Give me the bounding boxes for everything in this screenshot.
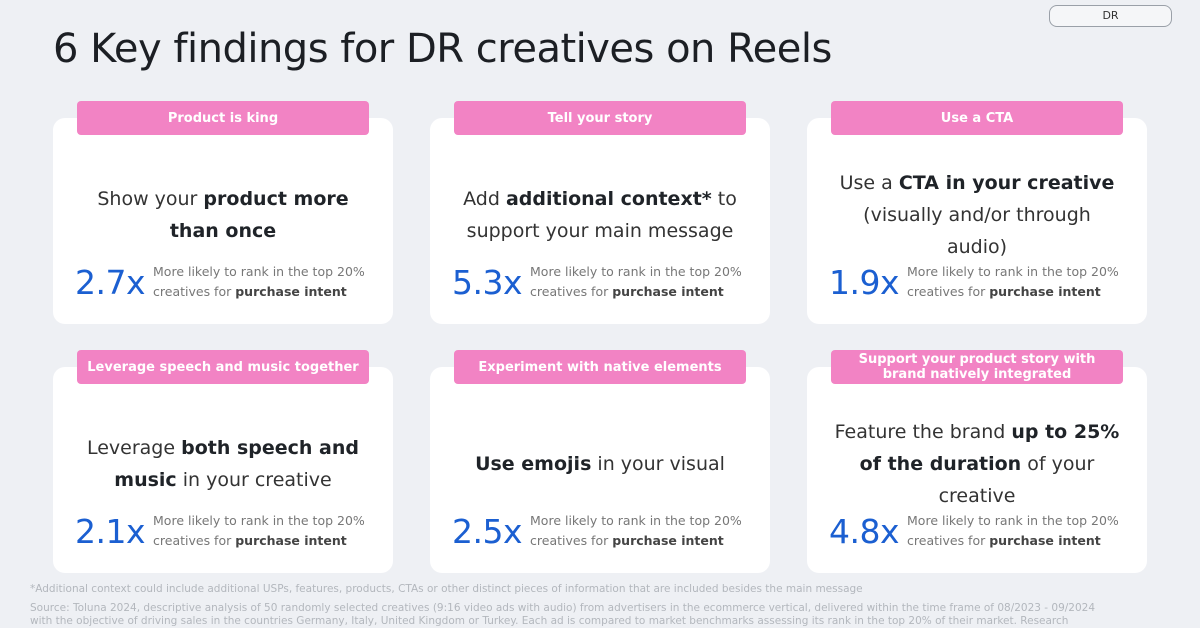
stat-emphasis: purchase intent xyxy=(235,533,347,548)
stat-emphasis: purchase intent xyxy=(235,284,347,299)
dr-badge: DR xyxy=(1049,5,1172,27)
finding-stat: 2.5x More likely to rank in the top 20% c… xyxy=(452,511,742,551)
page-title: 6 Key findings for DR creatives on Reels xyxy=(53,26,832,72)
finding-card: Support your product story with brand na… xyxy=(807,350,1147,573)
finding-tag: Use a CTA xyxy=(831,101,1123,135)
stat-value: 2.1x xyxy=(75,511,146,551)
finding-headline: Add additional context* to support your … xyxy=(455,160,745,270)
stat-line: creatives for xyxy=(907,284,990,299)
stat-line: creatives for xyxy=(530,284,613,299)
headline-text: to support your main message xyxy=(466,188,737,242)
stat-line: More likely to rank in the top 20% xyxy=(530,264,742,279)
headline-text: of your creative xyxy=(938,453,1095,507)
stat-description: More likely to rank in the top 20% creati… xyxy=(530,511,742,551)
finding-stat: 4.8x More likely to rank in the top 20% c… xyxy=(829,511,1119,551)
stat-description: More likely to rank in the top 20% creati… xyxy=(530,262,742,302)
finding-headline: Use emojis in your visual xyxy=(455,409,745,519)
stat-value: 1.9x xyxy=(829,262,900,302)
stat-line: More likely to rank in the top 20% xyxy=(907,513,1119,528)
finding-tag: Support your product story with brand na… xyxy=(831,350,1123,384)
source-line-1: Source: Toluna 2024, descriptive analysi… xyxy=(30,602,1096,614)
stat-line: More likely to rank in the top 20% xyxy=(153,513,365,528)
source-line-2: with the objective of driving sales in t… xyxy=(30,615,1069,627)
finding-stat: 2.1x More likely to rank in the top 20% c… xyxy=(75,511,365,551)
headline-text: in your creative xyxy=(176,469,332,491)
stat-emphasis: purchase intent xyxy=(612,284,724,299)
stat-description: More likely to rank in the top 20% creati… xyxy=(153,511,365,551)
stat-line: creatives for xyxy=(153,284,236,299)
stat-line: More likely to rank in the top 20% xyxy=(907,264,1119,279)
finding-stat: 2.7x More likely to rank in the top 20% c… xyxy=(75,262,365,302)
finding-card: Tell your story Add additional context* … xyxy=(430,101,770,324)
headline-text: Show your xyxy=(97,188,204,210)
finding-card: Product is king Show your product more t… xyxy=(53,101,393,324)
finding-tag: Product is king xyxy=(77,101,369,135)
stat-line: More likely to rank in the top 20% xyxy=(153,264,365,279)
finding-stat: 1.9x More likely to rank in the top 20% c… xyxy=(829,262,1119,302)
footnote: *Additional context could include additi… xyxy=(30,583,863,595)
finding-card: Use a CTA Use a CTA in your creative (vi… xyxy=(807,101,1147,324)
finding-headline: Show your product more than once xyxy=(78,160,368,270)
finding-card: Leverage speech and music together Lever… xyxy=(53,350,393,573)
headline-text: Use a xyxy=(839,172,899,194)
headline-emphasis: Use emojis xyxy=(475,453,592,475)
finding-headline: Feature the brand up to 25% of the durat… xyxy=(832,409,1122,519)
headline-emphasis: CTA in your creative xyxy=(898,172,1115,194)
headline-text: Leverage xyxy=(86,437,182,459)
finding-headline: Leverage both speech and music in your c… xyxy=(78,409,368,519)
stat-emphasis: purchase intent xyxy=(989,533,1101,548)
stat-value: 2.7x xyxy=(75,262,146,302)
stat-value: 4.8x xyxy=(829,511,900,551)
headline-emphasis: product more than once xyxy=(169,188,349,242)
stat-line: creatives for xyxy=(907,533,990,548)
headline-emphasis: both speech and music xyxy=(114,437,360,491)
stat-line: creatives for xyxy=(530,533,613,548)
finding-tag: Leverage speech and music together xyxy=(77,350,369,384)
headline-emphasis: up to 25% of the duration xyxy=(859,421,1120,475)
finding-headline: Use a CTA in your creative (visually and… xyxy=(832,160,1122,270)
headline-text: in your visual xyxy=(591,453,725,475)
headline-text: Feature the brand xyxy=(834,421,1012,443)
finding-tag: Tell your story xyxy=(454,101,746,135)
headline-text: (visually and/or through audio) xyxy=(863,204,1091,258)
headline-emphasis: additional context* xyxy=(505,188,712,210)
stat-value: 2.5x xyxy=(452,511,523,551)
stat-description: More likely to rank in the top 20% creati… xyxy=(153,262,365,302)
stat-value: 5.3x xyxy=(452,262,523,302)
finding-tag: Experiment with native elements xyxy=(454,350,746,384)
stat-emphasis: purchase intent xyxy=(989,284,1101,299)
stat-description: More likely to rank in the top 20% creati… xyxy=(907,511,1119,551)
stat-description: More likely to rank in the top 20% creati… xyxy=(907,262,1119,302)
finding-stat: 5.3x More likely to rank in the top 20% c… xyxy=(452,262,742,302)
stat-emphasis: purchase intent xyxy=(612,533,724,548)
stat-line: creatives for xyxy=(153,533,236,548)
stat-line: More likely to rank in the top 20% xyxy=(530,513,742,528)
finding-card: Experiment with native elements Use emoj… xyxy=(430,350,770,573)
headline-text: Add xyxy=(463,188,506,210)
